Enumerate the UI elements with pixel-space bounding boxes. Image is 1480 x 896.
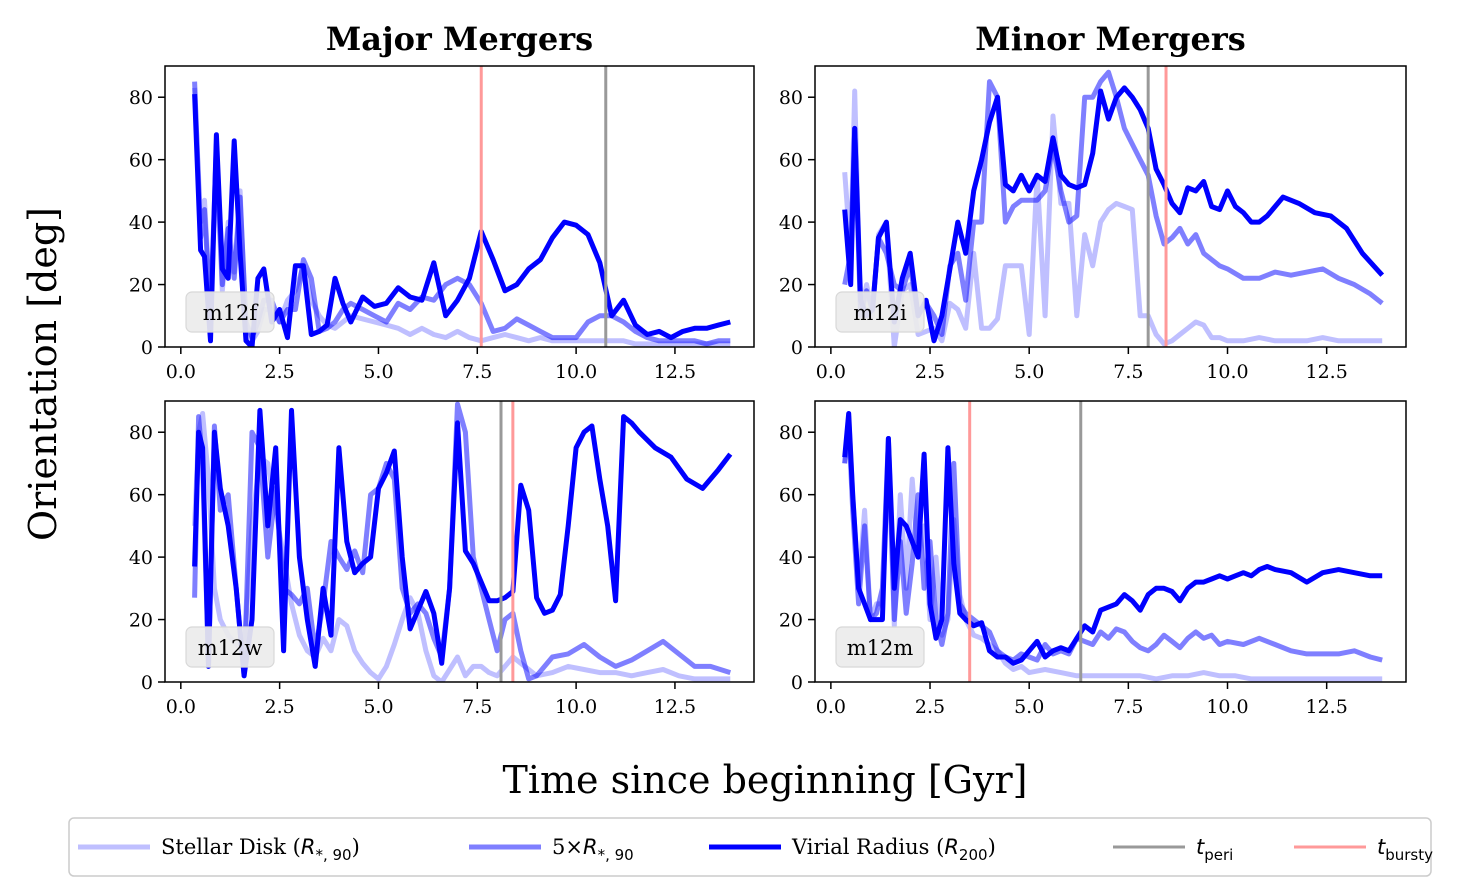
- panel-frame: [164, 400, 755, 683]
- x-tick-label: 10.0: [555, 696, 597, 718]
- x-tick-label: 5.0: [363, 696, 393, 718]
- series-virial-line: [842, 411, 1383, 666]
- y-tick-label: 40: [779, 212, 803, 234]
- y-tick-label: 80: [779, 422, 803, 444]
- panel-title: Major Mergers: [326, 20, 593, 58]
- y-tick-label: 20: [129, 610, 153, 632]
- y-tick-label: 20: [779, 610, 803, 632]
- y-tick-label: 80: [129, 87, 153, 109]
- y-tick-label: 0: [141, 337, 153, 359]
- x-tick-label: 7.5: [462, 361, 492, 383]
- halo-label-box: [185, 626, 275, 668]
- x-tick-label: 12.5: [1306, 696, 1348, 718]
- plot-area: [192, 66, 731, 347]
- y-tick-label: 20: [129, 275, 153, 297]
- x-tick-label: 12.5: [654, 361, 696, 383]
- x-tick-label: 0.0: [166, 361, 196, 383]
- legend-label: 5×R*, 90: [552, 835, 634, 864]
- legend-label: tperi: [1196, 835, 1233, 864]
- plot-area: [192, 401, 733, 682]
- y-tick-label: 60: [129, 150, 153, 172]
- x-tick-label: 5.0: [363, 361, 393, 383]
- y-axis-label: Orientation [deg]: [21, 207, 65, 541]
- legend-label: tbursty: [1377, 835, 1433, 864]
- panel-m12m: 0.0 2.5 5.0 7.5 10.0 12.5 0 20 40 60 80 m12m: [779, 400, 1407, 718]
- x-tick-label: 2.5: [265, 696, 295, 718]
- x-tick-label: 5.0: [1014, 361, 1044, 383]
- halo-label-box: [835, 291, 925, 333]
- x-tick-label: 12.5: [1306, 361, 1348, 383]
- legend-item-virial: Virial Radius (R200): [709, 835, 996, 864]
- y-tick-label: 40: [129, 547, 153, 569]
- halo-label-box: [185, 291, 275, 333]
- y-tick-label: 40: [129, 212, 153, 234]
- y-tick-label: 60: [129, 485, 153, 507]
- series-stellar-line: [842, 88, 1383, 347]
- x-tick-label: 10.0: [1206, 361, 1248, 383]
- legend-label: Virial Radius (R200): [791, 835, 996, 864]
- y-tick-label: 40: [779, 547, 803, 569]
- x-tick-label: 5.0: [1014, 696, 1044, 718]
- plot-area: [842, 66, 1385, 347]
- y-tick-label: 60: [779, 485, 803, 507]
- legend-item-tbursty: tbursty: [1294, 835, 1433, 864]
- panel-frame: [814, 65, 1407, 348]
- legend-item-stellar: Stellar Disk (R*, 90): [78, 835, 360, 864]
- halo-label: m12m: [847, 636, 914, 660]
- halo-label-box: [835, 626, 925, 668]
- y-tick-label: 0: [141, 672, 153, 694]
- panel-frame: [164, 65, 755, 348]
- legend: Stellar Disk (R*, 90) 5×R*, 90 Virial Radi…: [68, 817, 1433, 877]
- series-virial-line: [192, 94, 731, 347]
- y-tick-label: 0: [791, 672, 803, 694]
- y-tick-label: 60: [779, 150, 803, 172]
- x-tick-label: 7.5: [462, 696, 492, 718]
- panel-m12f: 0.0 2.5 5.0 7.5 10.0 12.5 0 20 40 60 80 Major Merge…: [129, 20, 755, 383]
- panel-frame: [814, 400, 1407, 683]
- x-tick-label: 12.5: [654, 696, 696, 718]
- x-tick-label: 2.5: [915, 361, 945, 383]
- plot-area: [842, 401, 1383, 682]
- x-axis-label: Time since beginning [Gyr]: [503, 758, 1028, 802]
- x-tick-label: 7.5: [1113, 696, 1143, 718]
- panel-title: Minor Mergers: [975, 20, 1245, 58]
- panel-m12w: 0.0 2.5 5.0 7.5 10.0 12.5 0 20 40 60 80 m12w: [129, 400, 755, 718]
- series-virial-line: [192, 407, 733, 679]
- legend-label: Stellar Disk (R*, 90): [161, 835, 360, 864]
- y-tick-label: 80: [779, 87, 803, 109]
- x-tick-label: 0.0: [816, 696, 846, 718]
- series-five-line: [192, 81, 731, 347]
- x-tick-label: 7.5: [1113, 361, 1143, 383]
- x-tick-label: 2.5: [915, 696, 945, 718]
- legend-item-tperi: tperi: [1113, 835, 1233, 864]
- x-tick-label: 2.5: [265, 361, 295, 383]
- series-virial-line: [842, 85, 1385, 344]
- x-tick-label: 0.0: [166, 696, 196, 718]
- x-tick-label: 10.0: [555, 361, 597, 383]
- halo-label: m12i: [853, 301, 907, 325]
- halo-label: m12f: [203, 301, 260, 325]
- y-tick-label: 0: [791, 337, 803, 359]
- halo-label: m12w: [198, 636, 263, 660]
- x-tick-label: 0.0: [816, 361, 846, 383]
- x-tick-label: 10.0: [1206, 696, 1248, 718]
- panel-m12i: 0.0 2.5 5.0 7.5 10.0 12.5 0 20 40 60 80 Minor Merge…: [779, 20, 1407, 383]
- y-tick-label: 80: [129, 422, 153, 444]
- legend-item-five: 5×R*, 90: [469, 835, 634, 864]
- y-tick-label: 20: [779, 275, 803, 297]
